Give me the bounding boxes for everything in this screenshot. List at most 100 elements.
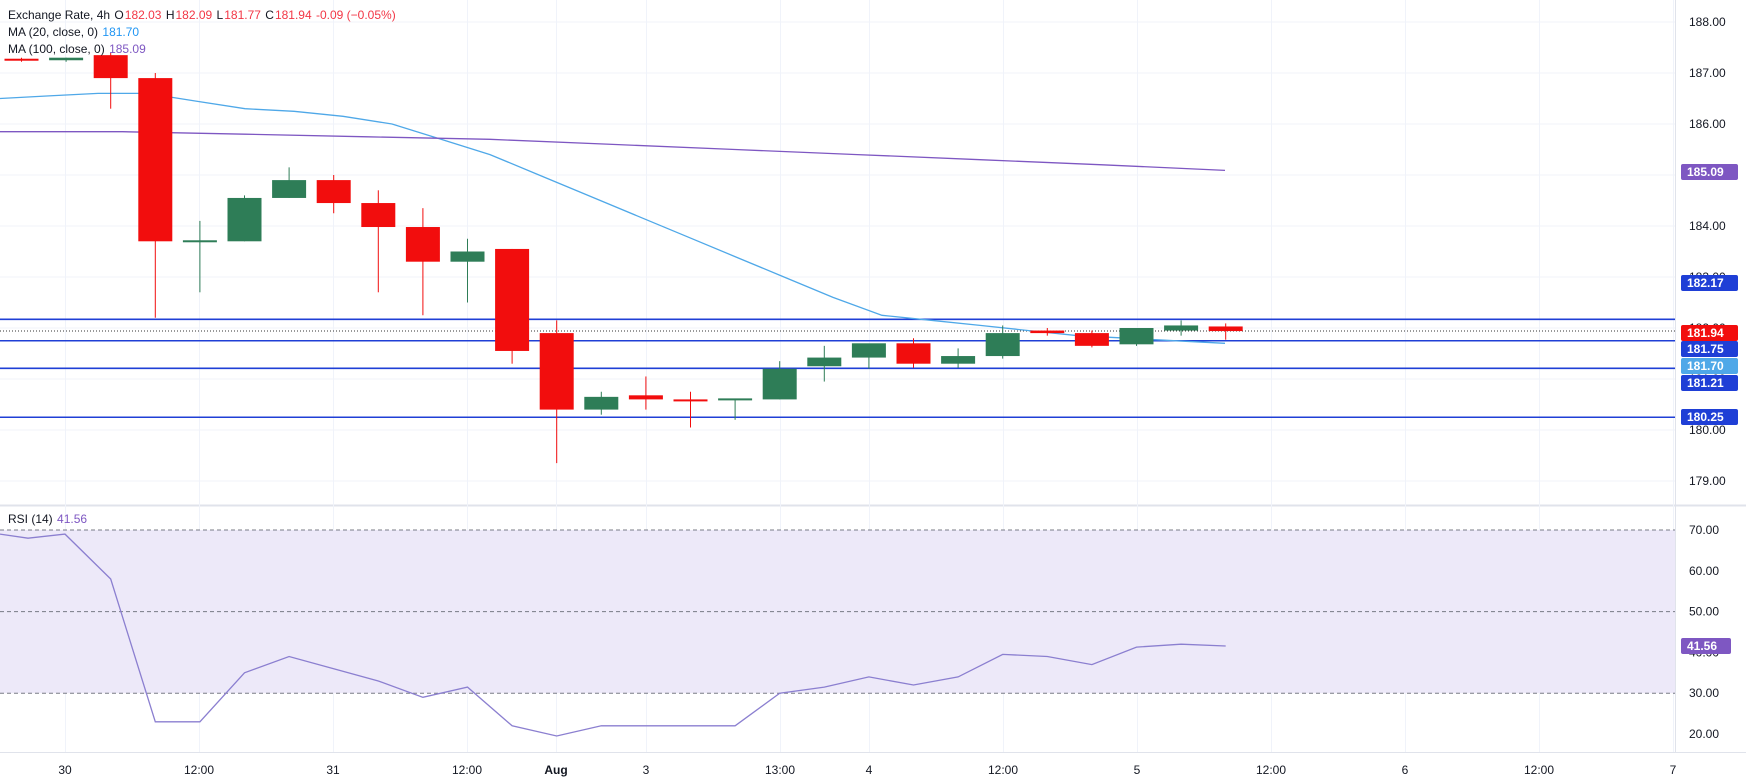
price-tag-label: 180.25 [1687,410,1724,424]
high-label: H [165,8,175,22]
candle[interactable] [807,345,842,382]
candle[interactable] [272,167,307,198]
price-tag-label: 182.17 [1687,276,1724,290]
candle-body [941,356,976,364]
candle[interactable] [762,361,797,400]
y-tick-label: 186.00 [1689,117,1726,131]
price-tags: 185.09 182.17 181.94 181.75 181.70 181.21 180.… [1681,164,1738,655]
candle[interactable] [1030,328,1065,336]
candle[interactable] [718,398,753,420]
x-tick-label: 7 [1670,763,1677,777]
candle-body [1208,326,1243,332]
rsi-legend[interactable]: RSI (14) 41.56 [8,512,88,526]
candle[interactable] [985,325,1020,359]
change-value: -0.09 (−0.05%) [315,8,396,22]
candle-body [405,227,440,262]
candle[interactable] [851,343,886,369]
candle-body [182,240,217,243]
candle[interactable] [93,52,128,109]
candle[interactable] [361,190,396,293]
x-tick-label: 12:00 [452,763,482,777]
rsi-polyline [0,533,1226,737]
x-tick-label: 12:00 [1524,763,1554,777]
moving-average-lines [0,92,1226,344]
x-tick-label: 12:00 [1256,763,1286,777]
candle-body [539,333,574,410]
candle-body [361,203,396,228]
price-tag-hline: 181.21 [1681,375,1738,391]
support-resistance-lines[interactable] [0,318,1675,419]
candle[interactable] [4,57,39,62]
candle-body [4,58,39,61]
y-tick-label: 179.00 [1689,474,1726,488]
candle[interactable] [941,348,976,368]
candle-body [673,399,708,402]
rsi-y-tick-label: 20.00 [1689,727,1719,741]
candle-body [1030,330,1065,334]
ma20-line [0,92,1226,344]
open-value: 182.03 [124,8,162,22]
price-tag-hline: 180.25 [1681,409,1738,425]
high-value: 182.09 [175,8,213,22]
main-legend: Exchange Rate, 4h O182.03 H182.09 L181.7… [8,8,397,22]
price-tag-label: 185.09 [1687,165,1724,179]
candle-body [1164,325,1199,331]
price-tag-box [1681,341,1738,357]
candle[interactable] [584,391,619,415]
candle[interactable] [1164,320,1199,336]
price-tag-hline: 181.75 [1681,341,1738,357]
symbol-label[interactable]: Exchange Rate, 4h [8,8,111,22]
x-tick-label: 30 [58,763,72,777]
rsi-tag-box [1681,638,1731,655]
rsi-last-tag: 41.56 [1681,638,1731,655]
candle-body [495,248,530,351]
ma100-legend[interactable]: MA (100, close, 0) 185.09 [8,42,147,56]
candle[interactable] [673,391,708,428]
x-tick-label: 12:00 [184,763,214,777]
candle[interactable] [539,320,574,464]
x-tick-label: 4 [866,763,873,777]
price-tag-box [1681,164,1738,180]
candle[interactable] [138,73,173,318]
y-tick-label: 187.00 [1689,66,1726,80]
candle[interactable] [495,248,530,364]
candlestick-series[interactable] [4,52,1243,464]
x-tick-label: 3 [643,763,650,777]
x-tick-label: 31 [326,763,340,777]
open-label: O [114,8,124,22]
candle[interactable] [316,175,351,214]
candle[interactable] [628,376,663,410]
rsi-line [0,533,1226,737]
candle[interactable] [227,195,262,242]
candle[interactable] [1208,323,1243,340]
low-value: 181.77 [224,8,261,22]
candle[interactable] [896,338,931,368]
candle[interactable] [1119,328,1154,346]
price-tag-ma20: 181.70 [1681,358,1738,374]
price-tag-box [1681,375,1738,391]
candle-body [93,55,128,79]
candle-body [762,368,797,400]
rsi-y-tick-label: 30.00 [1689,686,1719,700]
x-tick-label: 13:00 [765,763,795,777]
low-label: L [216,8,224,22]
price-tag-hline: 182.17 [1681,275,1738,291]
price-tag-last: 181.94 [1681,325,1738,341]
candle[interactable] [405,208,440,316]
price-tag-label: 181.94 [1687,326,1724,340]
candle[interactable] [182,220,217,293]
candle[interactable] [49,57,84,62]
candle[interactable] [450,238,485,303]
ma100-label: MA (100, close, 0) [8,42,105,56]
ma100-line [0,131,1226,172]
close-value: 181.94 [274,8,312,22]
x-tick-label: 6 [1402,763,1409,777]
x-tick-label: 12:00 [988,763,1018,777]
ma20-legend[interactable]: MA (20, close, 0) 181.70 [8,25,140,39]
ma100-value: 185.09 [109,42,146,56]
candle[interactable] [1074,330,1109,348]
candle-body [1119,328,1154,345]
candle-body [628,395,663,400]
ma20-label: MA (20, close, 0) [8,25,99,39]
